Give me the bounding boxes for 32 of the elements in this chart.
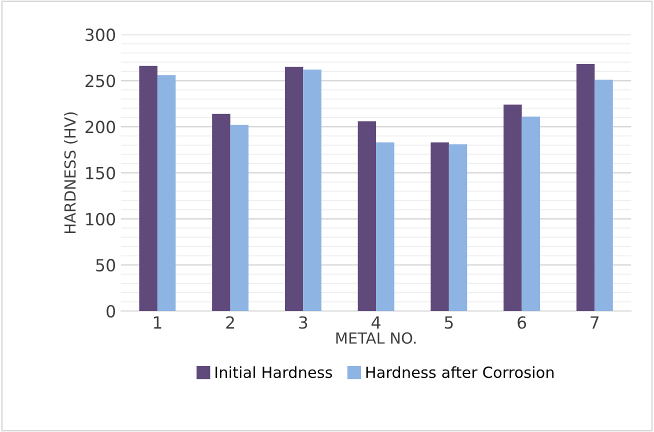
y-tick-label: 250 <box>86 74 116 88</box>
x-tick-label: 3 <box>299 316 308 329</box>
bar <box>430 142 449 312</box>
bar <box>157 75 176 312</box>
y-tick-label: 100 <box>86 212 116 226</box>
y-tick-label: 300 <box>86 28 116 42</box>
bar <box>376 142 394 312</box>
x-tick-label: 2 <box>226 316 234 329</box>
x-tick-label: 5 <box>444 316 453 329</box>
legend-label: Hardness after Corrosion <box>366 366 554 378</box>
x-tick-label: 4 <box>372 316 380 329</box>
y-tick-label: 200 <box>86 120 116 134</box>
bar <box>212 114 230 312</box>
y-axis-title: HARDNESS (HV) <box>64 112 78 234</box>
x-axis-title: METAL NO. <box>336 332 416 344</box>
y-tick-label: 50 <box>96 258 116 272</box>
y-tick-label: 150 <box>86 166 116 180</box>
bar <box>139 66 158 312</box>
bar <box>576 64 595 312</box>
bar <box>230 124 249 312</box>
x-tick-label: 7 <box>590 316 599 329</box>
bar <box>504 104 522 312</box>
bar <box>448 144 468 312</box>
bar <box>522 116 540 312</box>
bar <box>284 66 304 312</box>
bar <box>303 70 322 312</box>
bar <box>358 121 376 312</box>
y-tick-label: 0 <box>106 305 116 318</box>
legend-label: Initial Hardness <box>216 366 332 378</box>
x-tick-label: 1 <box>154 316 162 329</box>
bar <box>594 80 613 312</box>
x-tick-label: 6 <box>518 316 526 329</box>
